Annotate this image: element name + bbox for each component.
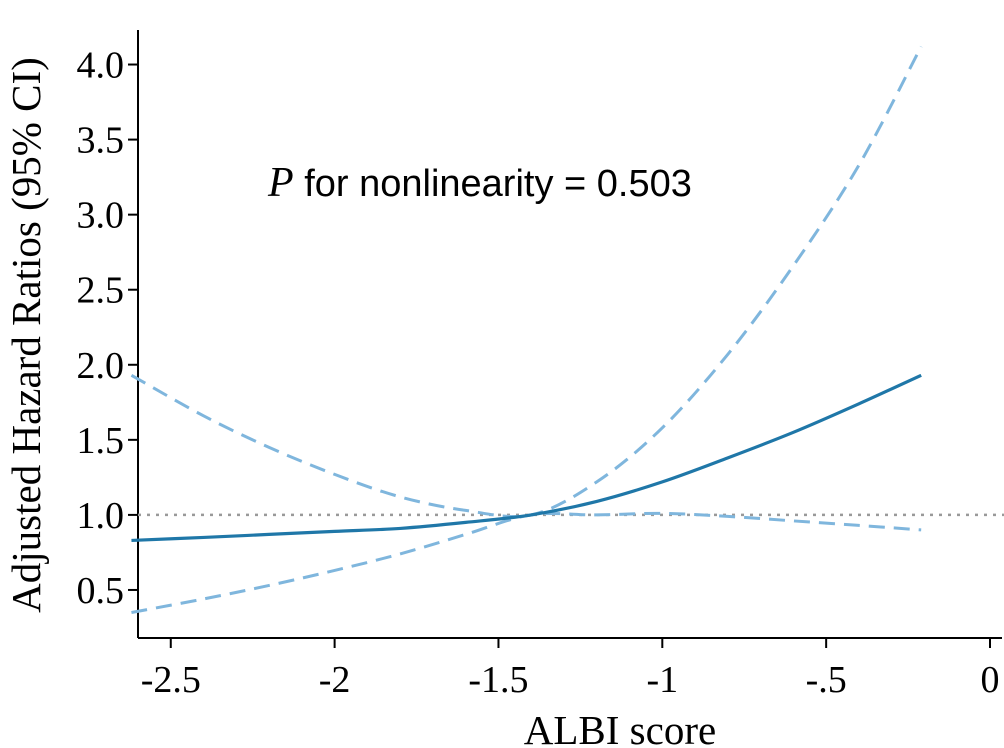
- annotation-italic-p: P: [267, 160, 294, 206]
- y-tick-label: 3.0: [77, 195, 125, 237]
- y-tick-label: 3.5: [77, 120, 125, 162]
- series-line-lower: [131, 511, 922, 614]
- x-ticks: -2.5 -2 -1.5 -1 -.5 0: [141, 638, 1000, 701]
- y-tick-label: 2.0: [77, 345, 125, 387]
- x-tick-label: -2: [319, 659, 351, 701]
- y-tick-label: 1.0: [77, 495, 125, 537]
- x-tick-label: 0: [981, 659, 1000, 701]
- series-line-estimate: [131, 373, 922, 543]
- x-axis-title: ALBI score: [524, 707, 716, 748]
- x-tick-label: -.5: [806, 659, 847, 701]
- y-ticks: 0.5 1.0 1.5 2.0 2.5 3.0 3.5 4.0: [77, 45, 138, 612]
- y-tick-label: 4.0: [77, 45, 125, 87]
- y-tick-label: 2.5: [77, 270, 125, 312]
- x-tick-label: -1.5: [468, 659, 528, 701]
- annotation-text: for nonlinearity = 0.503: [294, 163, 692, 205]
- x-tick-label: -1: [646, 659, 678, 701]
- x-tick-label: -2.5: [141, 659, 201, 701]
- y-axis-title: Adjusted Hazard Ratios (95% CI): [3, 57, 49, 613]
- y-tick-label: 0.5: [77, 570, 125, 612]
- series-group: [130, 45, 923, 614]
- nonlinearity-annotation: P for nonlinearity = 0.503: [267, 160, 692, 206]
- series-line-upper: [130, 45, 923, 519]
- y-tick-label: 1.5: [77, 420, 125, 462]
